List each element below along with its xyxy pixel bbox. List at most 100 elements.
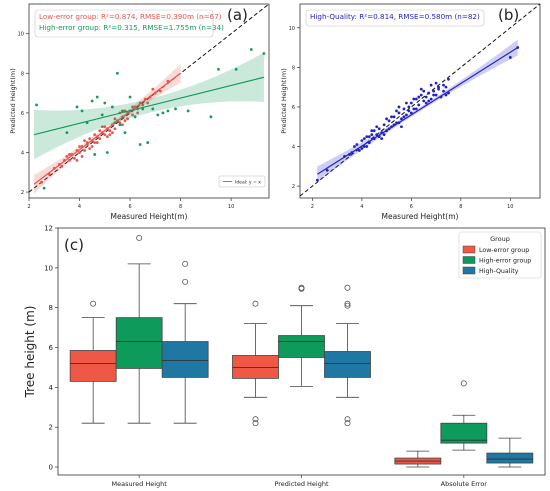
data-point bbox=[68, 153, 71, 156]
box bbox=[440, 422, 488, 444]
outlier bbox=[344, 420, 351, 427]
box bbox=[324, 351, 371, 378]
x-tick-label: Absolute Error bbox=[441, 480, 488, 488]
data-point bbox=[35, 103, 38, 107]
outlier bbox=[252, 416, 259, 423]
legend-label: Low-error group bbox=[479, 247, 529, 254]
data-point bbox=[370, 129, 374, 133]
data-point bbox=[88, 137, 92, 141]
data-point bbox=[407, 109, 411, 113]
x-tick-label: 4 bbox=[78, 204, 81, 210]
data-point bbox=[138, 143, 142, 146]
data-point bbox=[437, 85, 440, 89]
data-point bbox=[434, 81, 438, 85]
data-point bbox=[414, 107, 418, 111]
data-point bbox=[60, 164, 64, 168]
data-point bbox=[325, 168, 329, 172]
data-point bbox=[412, 107, 416, 111]
data-point bbox=[375, 125, 379, 129]
data-point bbox=[422, 89, 426, 93]
data-point bbox=[390, 115, 393, 119]
data-point bbox=[382, 123, 386, 127]
data-point bbox=[93, 133, 97, 137]
x-tick-label: 10 bbox=[228, 204, 234, 210]
regression-line bbox=[33, 72, 181, 185]
data-point bbox=[424, 101, 428, 105]
data-point bbox=[357, 149, 361, 152]
data-point bbox=[100, 113, 104, 117]
data-point bbox=[412, 97, 416, 101]
y-tick-label: 12 bbox=[44, 225, 53, 233]
data-point bbox=[108, 129, 112, 133]
x-tick-label: 6 bbox=[128, 204, 131, 210]
panel-label: (c) bbox=[64, 236, 84, 254]
data-point bbox=[80, 155, 84, 158]
outlier bbox=[252, 420, 259, 427]
data-point bbox=[80, 109, 84, 113]
data-point bbox=[367, 135, 371, 139]
plot-area bbox=[29, 4, 269, 194]
data-point bbox=[113, 121, 117, 125]
data-point bbox=[121, 123, 124, 127]
data-point bbox=[360, 139, 364, 142]
legend-label: Ideal: y = x bbox=[235, 180, 261, 186]
data-point bbox=[387, 119, 391, 123]
data-point bbox=[93, 141, 97, 144]
outlier bbox=[344, 284, 351, 291]
outlier bbox=[344, 300, 351, 307]
x-tick-label: 10 bbox=[507, 204, 513, 210]
data-point bbox=[113, 127, 117, 131]
data-point bbox=[128, 95, 132, 99]
y-tick-label: 8 bbox=[292, 65, 295, 71]
data-point bbox=[444, 93, 448, 97]
data-point bbox=[156, 113, 160, 117]
data-point bbox=[133, 115, 137, 119]
data-point bbox=[407, 105, 411, 109]
y-tick-label: 6 bbox=[21, 111, 24, 117]
data-point bbox=[370, 133, 374, 137]
data-point bbox=[209, 115, 213, 119]
data-point bbox=[508, 56, 512, 59]
data-point bbox=[397, 111, 401, 115]
y-tick-label: 4 bbox=[292, 145, 295, 151]
data-point bbox=[217, 67, 220, 71]
data-point bbox=[422, 99, 426, 103]
y-axis-label: Predicted Height(m) bbox=[9, 68, 17, 133]
y-tick-label: 8 bbox=[21, 71, 24, 77]
annotation-text: Low-error group: R²=0.874, RMSE=0.390m (… bbox=[39, 12, 222, 21]
y-tick-label: 2 bbox=[292, 184, 295, 190]
legend-box bbox=[218, 175, 266, 188]
x-axis-label: Measured Height(m) bbox=[111, 212, 188, 221]
data-point bbox=[65, 131, 69, 135]
data-point bbox=[78, 145, 81, 148]
data-point bbox=[110, 131, 114, 135]
data-point bbox=[417, 95, 421, 99]
data-point bbox=[75, 158, 79, 162]
data-point bbox=[161, 111, 165, 115]
ideal-line bbox=[29, 4, 269, 193]
data-point bbox=[444, 85, 448, 89]
data-point bbox=[427, 99, 431, 103]
data-point bbox=[419, 93, 423, 97]
y-tick-label: 4 bbox=[49, 384, 54, 392]
data-point bbox=[353, 145, 356, 148]
y-tick-label: 0 bbox=[49, 464, 53, 472]
legend-label: High-error group bbox=[479, 258, 531, 265]
data-point bbox=[372, 129, 376, 133]
data-point bbox=[432, 89, 436, 93]
data-point bbox=[78, 151, 81, 154]
annotation-box bbox=[305, 9, 485, 27]
data-point bbox=[404, 113, 408, 117]
data-point bbox=[65, 155, 69, 158]
data-point bbox=[100, 125, 104, 129]
data-point bbox=[262, 52, 266, 55]
data-point bbox=[103, 101, 107, 105]
y-tick-label: 2 bbox=[49, 424, 53, 432]
data-point bbox=[93, 153, 97, 156]
data-point bbox=[40, 180, 44, 184]
y-tick-label: 4 bbox=[21, 150, 24, 156]
data-point bbox=[377, 127, 381, 131]
data-point bbox=[432, 93, 436, 97]
x-tick-label: 8 bbox=[459, 204, 462, 210]
data-point bbox=[126, 117, 129, 121]
